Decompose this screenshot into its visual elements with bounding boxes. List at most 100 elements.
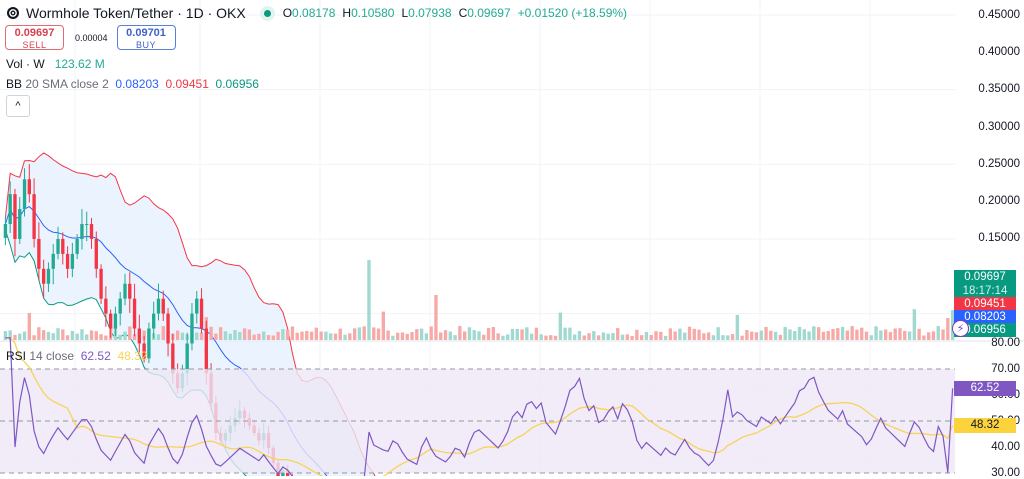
price-axis-label[interactable]: 0.35000 [978, 83, 1020, 95]
rsi-legend[interactable]: RSI 14 close 62.52 48.32 [6, 349, 147, 363]
volume-bar [65, 335, 70, 340]
bb-upper-tag: 0.09451 [954, 297, 1016, 311]
spread-value: 0.00004 [75, 32, 108, 43]
volume-bar [764, 326, 768, 340]
volume-bar [836, 328, 840, 340]
rsi-axis-label[interactable]: 30.00 [991, 467, 1020, 479]
volume-bar [27, 312, 31, 340]
volume-bar [821, 331, 826, 340]
lightning-alert-icon[interactable]: ⚡ [952, 320, 969, 337]
rsi-ma-tag: 48.32 [954, 418, 1016, 433]
price-axis-label[interactable]: 0.20000 [978, 195, 1020, 207]
volume-bar [558, 312, 563, 340]
volume-legend[interactable]: Vol · W 123.62 M [6, 57, 105, 71]
volume-bar [314, 327, 319, 340]
buy-label: BUY [136, 40, 157, 50]
volume-bar [372, 327, 376, 340]
price-axis-label[interactable]: 0.15000 [978, 232, 1020, 244]
volume-bar [252, 334, 256, 340]
rsi-axis-label[interactable]: 80.00 [991, 337, 1020, 349]
volume-bar [778, 334, 783, 340]
candle-body [99, 268, 103, 299]
volume-bar [793, 331, 797, 340]
volume-bar [429, 326, 433, 340]
volume-bar [37, 327, 41, 340]
volume-bar [721, 335, 725, 340]
volume-bar [233, 329, 237, 340]
volume-bar [305, 331, 309, 340]
candle-body [61, 238, 65, 254]
volume-bar [797, 326, 802, 340]
volume-bar [568, 327, 572, 340]
rsi-axis-label[interactable]: 70.00 [991, 363, 1020, 375]
volume-legend-name: Vol · W [6, 57, 45, 71]
volume-bar [826, 331, 830, 340]
price-axis-label[interactable]: 0.25000 [978, 158, 1020, 170]
candle-body [147, 328, 151, 359]
candle-body [104, 298, 108, 314]
volume-bar [807, 331, 811, 340]
volume-bar [32, 335, 36, 340]
volume-bar [893, 328, 897, 340]
volume-bar [606, 333, 610, 340]
volume-bar [501, 335, 505, 340]
volume-bar [228, 333, 232, 340]
volume-bar [773, 331, 778, 340]
trade-panel: 0.09697 SELL 0.00004 0.09701 BUY [5, 25, 176, 50]
bb-upper-line [4, 152, 376, 476]
sell-button[interactable]: 0.09697 SELL [5, 25, 64, 50]
candle-body [128, 283, 132, 299]
volume-bar [18, 333, 22, 340]
high-value: 0.10580 [351, 6, 395, 20]
candle-body [46, 268, 51, 284]
volume-bar [247, 329, 252, 340]
volume-bar [223, 331, 228, 340]
volume-bar [596, 335, 601, 340]
volume-bar [673, 331, 677, 340]
price-axis-label[interactable]: 0.40000 [978, 46, 1020, 58]
volume-bar [443, 330, 448, 340]
price-axis-label[interactable]: 0.30000 [978, 121, 1020, 133]
symbol-title[interactable]: Wormhole Token/Tether · 1D · OKX [26, 5, 246, 21]
volume-bar [840, 326, 845, 340]
volume-bar [22, 331, 27, 340]
volume-bar [94, 331, 98, 340]
last-price-value: 0.09697 [964, 271, 1006, 283]
candle-body [156, 298, 161, 314]
chart-header: Wormhole Token/Tether · 1D · OKX O0.0817… [6, 5, 627, 21]
volume-legend-value: 123.62 M [54, 57, 105, 71]
volume-bar [281, 329, 285, 340]
volume-bar [907, 331, 912, 340]
buy-button[interactable]: 0.09701 BUY [116, 25, 176, 50]
volume-bar [735, 314, 740, 340]
collapse-legend-button[interactable]: ^ [6, 95, 30, 117]
volume-bar [654, 331, 658, 340]
volume-bar [367, 260, 371, 340]
open-label: O [282, 6, 293, 20]
volume-bar [611, 333, 615, 340]
volume-bar [539, 334, 543, 340]
candle-body [89, 224, 94, 239]
bb-legend-name: BB [6, 77, 23, 91]
volume-bar [927, 332, 931, 340]
candle-body [51, 253, 55, 269]
volume-bar [309, 331, 314, 340]
rsi-value-tag: 62.52 [954, 381, 1016, 396]
volume-bar [376, 328, 381, 340]
volume-bar [922, 335, 926, 340]
volume-bar [860, 327, 864, 340]
volume-bar [329, 333, 333, 340]
candle-body [285, 470, 290, 476]
volume-bar [405, 333, 409, 340]
volume-bar [620, 334, 625, 340]
bb-lower-value: 0.06956 [215, 77, 259, 91]
volume-bar [802, 329, 806, 340]
volume-bar [175, 330, 180, 340]
volume-bar [324, 331, 328, 340]
volume-bar [525, 327, 529, 340]
candle-body [123, 283, 127, 299]
rsi-axis-label[interactable]: 40.00 [991, 441, 1020, 453]
price-axis-label[interactable]: 0.45000 [978, 9, 1020, 21]
bb-legend[interactable]: BB 20 SMA close 2 0.08203 0.09451 0.0695… [6, 77, 259, 91]
